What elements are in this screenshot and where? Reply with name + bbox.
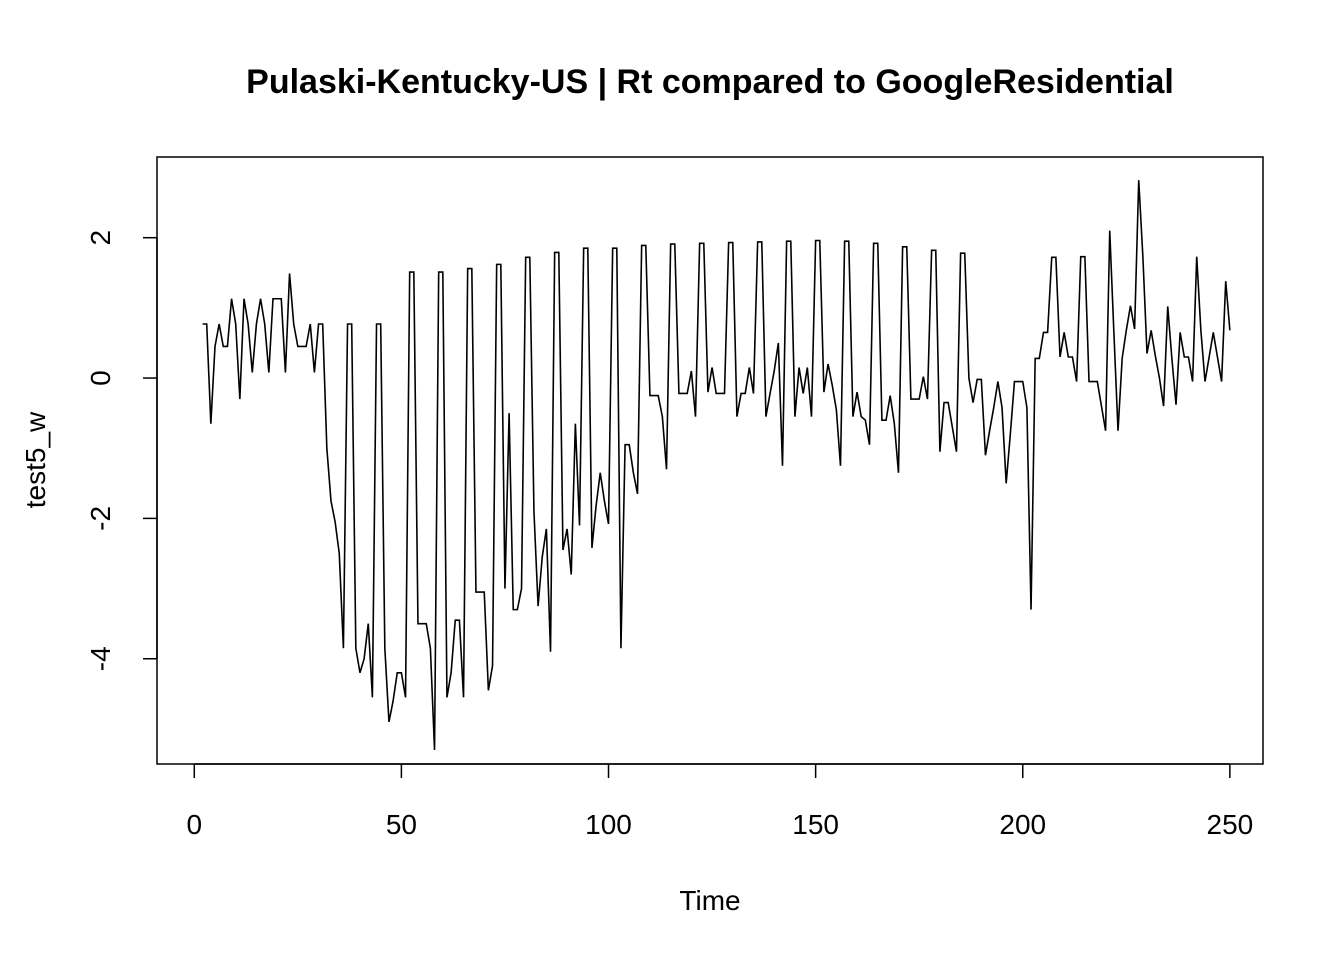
x-axis: 0 50 100 150 200 250	[186, 763, 1254, 840]
x-tick-label: 100	[585, 809, 632, 840]
y-axis-label: test5_w	[20, 411, 51, 508]
x-axis-label: Time	[679, 885, 740, 916]
x-tick-label: 200	[999, 809, 1046, 840]
x-tick-label: 150	[792, 809, 839, 840]
chart-title: Pulaski-Kentucky-US | Rt compared to Goo…	[246, 63, 1174, 101]
plot-frame	[156, 156, 1264, 765]
y-axis: -4 -2 0 2	[85, 230, 158, 671]
x-tick-label: 250	[1207, 809, 1254, 840]
x-tick-label: 50	[386, 809, 417, 840]
y-tick-label: -2	[85, 506, 116, 531]
x-tick-label: 0	[186, 809, 202, 840]
y-tick-label: 2	[85, 230, 116, 246]
y-tick-label: 0	[85, 370, 116, 386]
y-tick-label: -4	[85, 646, 116, 671]
series-line	[202, 180, 1231, 751]
